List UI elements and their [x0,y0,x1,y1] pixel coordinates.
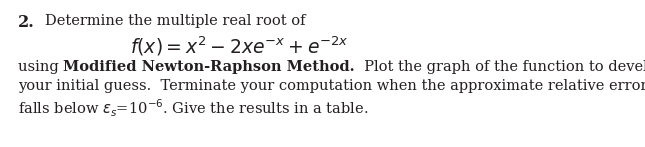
Text: falls below $\varepsilon_s$=10$^{-6}$. Give the results in a table.: falls below $\varepsilon_s$=10$^{-6}$. G… [18,98,368,119]
Text: your initial guess.  Terminate your computation when the approximate relative er: your initial guess. Terminate your compu… [18,79,645,93]
Text: Plot the graph of the function to develop: Plot the graph of the function to develo… [355,60,645,74]
Text: 2.: 2. [18,14,35,31]
Text: Determine the multiple real root of: Determine the multiple real root of [45,14,306,28]
Text: $f(x) = x^2 - 2xe^{-x} + e^{-2x}$: $f(x) = x^2 - 2xe^{-x} + e^{-2x}$ [130,35,349,59]
Text: using: using [18,60,63,74]
Text: Modified Newton-Raphson Method.: Modified Newton-Raphson Method. [63,60,355,74]
